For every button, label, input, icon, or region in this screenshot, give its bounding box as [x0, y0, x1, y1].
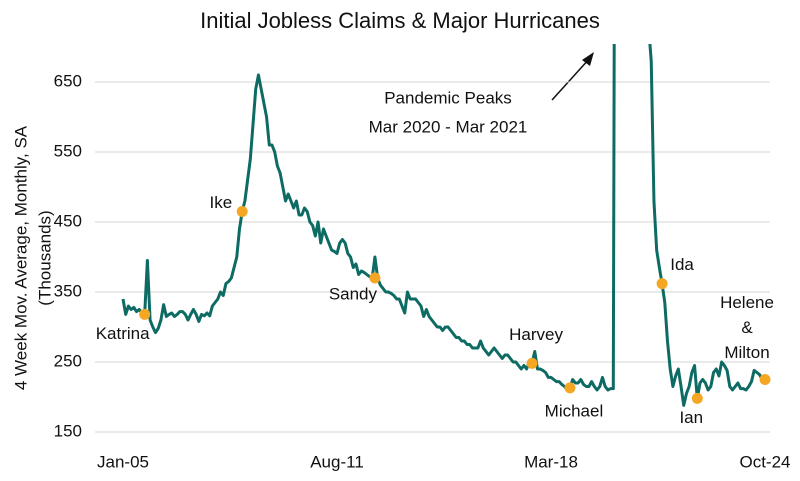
- x-tick-label: Jan-05: [97, 452, 149, 471]
- y-tick-label: 550: [54, 141, 82, 160]
- annotation-label: Helene: [720, 293, 774, 312]
- y-tick-label: 250: [54, 351, 82, 370]
- annotation-label: Milton: [724, 343, 769, 362]
- x-tick-label: Oct-24: [739, 452, 790, 471]
- line: [121, 44, 765, 407]
- annotation-label: &: [741, 318, 753, 337]
- annotation-label: Ike: [210, 193, 233, 212]
- chart-title: Initial Jobless Claims & Major Hurricane…: [200, 8, 600, 33]
- y-axis-title: (Thousands): [35, 210, 54, 305]
- y-tick-label: 650: [54, 71, 82, 90]
- note: Pandemic Peaks: [384, 88, 512, 107]
- annotation-label: Ida: [670, 255, 694, 274]
- y-tick-label: 450: [54, 211, 82, 230]
- y-tick-label: 350: [54, 281, 82, 300]
- y-tick-label: 150: [54, 421, 82, 440]
- hurricane-marker: [139, 308, 151, 320]
- annotation-label: Harvey: [509, 325, 563, 344]
- hurricane-marker: [526, 357, 538, 369]
- y-axis-title: 4 Week Mov. Average, Monthly, SA: [11, 125, 30, 390]
- note-arrow: [551, 57, 591, 101]
- note: Mar 2020 - Mar 2021: [369, 117, 528, 136]
- annotation-label: Ian: [679, 408, 703, 427]
- annotation-label: Michael: [545, 401, 604, 420]
- hurricane-marker: [759, 374, 771, 385]
- annotation-label: Katrina: [96, 324, 150, 343]
- hurricane-marker: [236, 206, 248, 217]
- note-arrowhead: [582, 52, 594, 66]
- hurricane-marker: [369, 272, 381, 284]
- hurricane-marker: [691, 392, 703, 404]
- hurricane-marker: [564, 382, 576, 394]
- x-tick-label: Aug-11: [310, 452, 364, 471]
- x-tick-label: Mar-18: [524, 452, 578, 471]
- hurricane-marker: [656, 278, 668, 290]
- annotation-label: Sandy: [329, 284, 378, 303]
